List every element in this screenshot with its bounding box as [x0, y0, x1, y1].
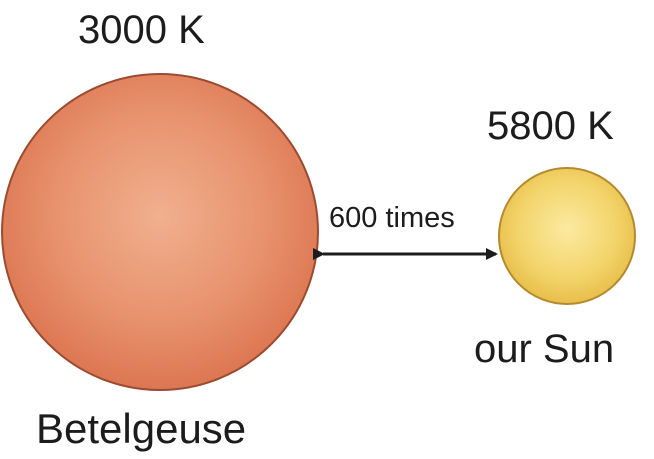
size-ratio-label: 600 times: [329, 202, 455, 234]
sun-star: [498, 167, 636, 305]
sun-name: our Sun: [474, 327, 615, 371]
betelgeuse-star: [1, 73, 319, 391]
betelgeuse-name: Betelgeuse: [36, 405, 247, 452]
sun-temperature: 5800 K: [487, 104, 614, 148]
betelgeuse-temperature: 3000 K: [78, 8, 205, 52]
